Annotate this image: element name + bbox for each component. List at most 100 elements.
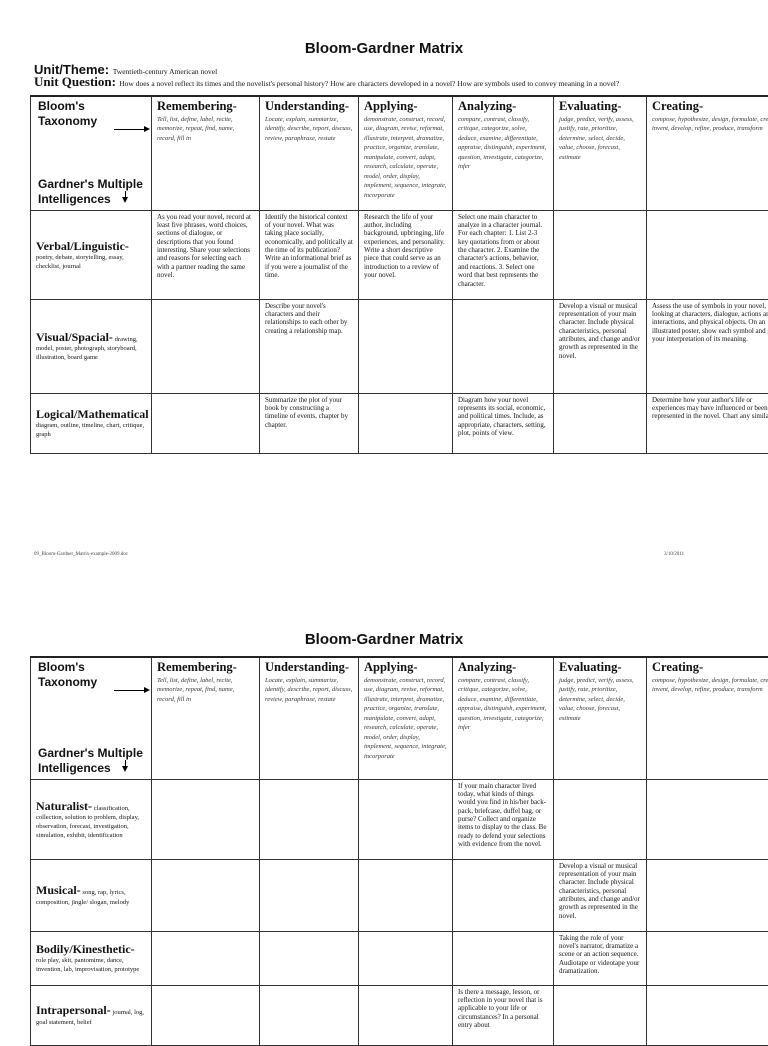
activity-cell: Identify the historical context of your … [260, 210, 359, 299]
level-verbs: demonstrate, construct, record, use, dia… [364, 677, 447, 760]
activity-cell [359, 859, 453, 931]
activity-text: Research the life of your author, includ… [364, 213, 445, 280]
intelligence-cell: Logical/Mathematical diagram, outline, t… [31, 393, 152, 453]
activity-cell [359, 779, 453, 859]
level-verbs: demonstrate, construct, record, use, dia… [364, 116, 447, 199]
activity-cell [647, 931, 768, 985]
level-name: Evaluating- [559, 99, 641, 114]
level-name: Understanding- [265, 99, 353, 114]
intelligence-desc: role play, skit, pantomime, dance, inven… [36, 957, 139, 973]
level-header: Applying-demonstrate, construct, record,… [359, 657, 453, 779]
activity-cell [647, 210, 768, 299]
activity-cell [359, 393, 453, 453]
activity-cell [453, 931, 554, 985]
activity-cell [359, 299, 453, 393]
activity-text: Describe your novel's characters and the… [265, 302, 347, 335]
intelligence-cell: Bodily/Kinesthetic- role play, skit, pan… [31, 931, 152, 985]
activity-cell [260, 859, 359, 931]
level-header: Evaluating-judge, predict, verify, asses… [554, 96, 647, 210]
activity-cell [260, 985, 359, 1045]
activity-cell: Describe your novel's characters and the… [260, 299, 359, 393]
level-verbs: Tell, list, define, label, recite, memor… [157, 116, 234, 142]
activity-cell [152, 985, 260, 1045]
intelligence-name: Naturalist- [36, 799, 92, 813]
unit-question-value: How does a novel reflect its times and t… [119, 79, 619, 88]
activity-cell: Determine how your author's life or expe… [647, 393, 768, 453]
table-row: Musical- song, rap, lyrics, composition,… [31, 859, 768, 931]
level-name: Remembering- [157, 99, 254, 114]
level-header: Understanding-Locate, explain, summarize… [260, 657, 359, 779]
activity-cell [359, 985, 453, 1045]
activity-cell: Research the life of your author, includ… [359, 210, 453, 299]
level-name: Analyzing- [458, 660, 548, 675]
intelligence-cell: Visual/Spacial- drawing, model, poster, … [31, 299, 152, 393]
level-verbs: Locate, explain, summarize, identify, de… [265, 116, 352, 142]
activity-text: Diagram how your novel represents its so… [458, 396, 546, 438]
activity-text: Assess the use of symbols in your novel,… [652, 302, 768, 344]
activity-text: Develop a visual or musical representati… [559, 302, 640, 360]
level-name: Creating- [652, 99, 768, 114]
activity-cell [554, 779, 647, 859]
activity-text: Select one main character to analyze in … [458, 213, 542, 288]
activity-text: Determine how your author's life or expe… [652, 396, 768, 421]
activity-text: Develop a visual or musical representati… [559, 862, 640, 920]
level-verbs: judge, predict, verify, assess, justify,… [559, 677, 634, 722]
level-verbs: compare, contrast, classify, critique, c… [458, 677, 546, 731]
level-header: Analyzing-compare, contrast, classify, c… [453, 657, 554, 779]
activity-cell: Diagram how your novel represents its so… [453, 393, 554, 453]
level-name: Understanding- [265, 660, 353, 675]
level-name: Applying- [364, 660, 447, 675]
footer-date: 3/10/2011 [664, 552, 684, 557]
activity-text: Identify the historical context of your … [265, 213, 353, 280]
activity-cell [260, 931, 359, 985]
unit-question-label: Unit Question: [34, 74, 116, 89]
level-header: Analyzing-compare, contrast, classify, c… [453, 96, 554, 210]
activity-text: Is there a message, lesson, or reflectio… [458, 988, 543, 1030]
activity-cell: Taking the role of your novel's narrator… [554, 931, 647, 985]
level-header: Understanding- Locate, explain, summarize… [260, 96, 359, 210]
level-header: Creating-compose, hypothesize, design, f… [647, 657, 768, 779]
level-header: Applying-demonstrate, construct, record,… [359, 96, 453, 210]
level-verbs: compose, hypothesize, design, formulate,… [652, 116, 768, 132]
unit-question: Unit Question: How does a novel reflect … [34, 74, 619, 90]
level-header: Creating-compose, hypothesize, design, f… [647, 96, 768, 210]
level-header: Remembering- Tell, list, define, label, r… [152, 96, 260, 210]
activity-cell [152, 779, 260, 859]
page-title-2: Bloom-Gardner Matrix [0, 631, 768, 648]
footer-filename: 09_Bloom-Gardner_Matrix-example-2009.doc [34, 552, 128, 557]
table-row: Visual/Spacial- drawing, model, poster, … [31, 299, 768, 393]
gardner-label: Gardner's Multiple Intelligences [38, 177, 156, 207]
intelligence-name: Intrapersonal- [36, 1003, 111, 1017]
activity-cell [647, 779, 768, 859]
arrow-down-icon [125, 191, 126, 201]
table-row: Naturalist- classification, collection, … [31, 779, 768, 859]
level-name: Remembering- [157, 660, 254, 675]
activity-cell: If your main character lived today, what… [453, 779, 554, 859]
table-row: Bodily/Kinesthetic- role play, skit, pan… [31, 931, 768, 985]
intelligence-name: Musical- [36, 883, 81, 897]
activity-text: If your main character lived today, what… [458, 782, 546, 849]
level-verbs: judge, predict, verify, assess, justify,… [559, 116, 634, 161]
intelligence-cell: Naturalist- classification, collection, … [31, 779, 152, 859]
intelligence-desc: poetry, debate, storytelling, essay, che… [36, 254, 124, 270]
intelligence-name: Logical/Mathematical [36, 407, 149, 421]
arrow-right-icon [114, 129, 148, 130]
activity-cell [152, 859, 260, 931]
activity-text: Taking the role of your novel's narrator… [559, 934, 639, 976]
intelligence-name: Visual/Spacial- [36, 330, 113, 344]
arrow-right-icon [114, 690, 148, 691]
intelligence-name: Bodily/Kinesthetic- [36, 942, 135, 956]
level-name: Applying- [364, 99, 447, 114]
activity-cell: Select one main character to analyze in … [453, 210, 554, 299]
table-row: Verbal/Linguistic- poetry, debate, story… [31, 210, 768, 299]
activity-cell: Develop a visual or musical representati… [554, 859, 647, 931]
activity-cell [152, 931, 260, 985]
activity-cell [647, 859, 768, 931]
activity-cell: Summarize the plot of your book by const… [260, 393, 359, 453]
intelligence-name: Verbal/Linguistic- [36, 239, 129, 253]
level-name: Analyzing- [458, 99, 548, 114]
activity-cell: As you read your novel, record at least … [152, 210, 260, 299]
level-name: Evaluating- [559, 660, 641, 675]
